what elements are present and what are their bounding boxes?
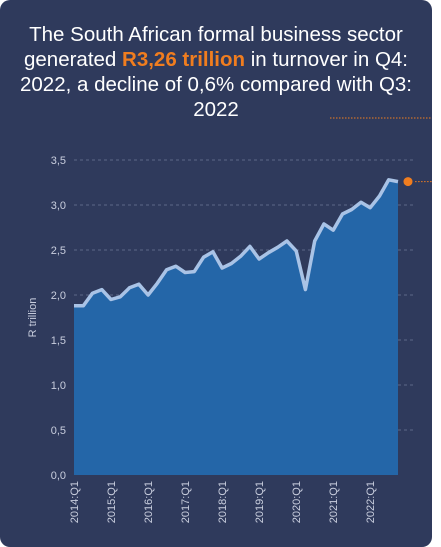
y-tick-label: 3,0 [51, 200, 66, 212]
x-tick-label: 2017:Q1 [180, 481, 192, 523]
x-tick-label: 2019:Q1 [254, 481, 266, 523]
y-tick-label: 1,5 [51, 335, 66, 347]
chart-panel: The South African formal business sector… [0, 0, 432, 547]
title-highlight-value: R3,26 trillion [122, 48, 246, 71]
y-tick-label: 0,0 [51, 470, 66, 482]
y-tick-label: 0,5 [51, 425, 66, 437]
y-axis-label: R trillion [27, 298, 39, 338]
turnover-area [74, 179, 398, 476]
y-tick-label: 2,5 [51, 245, 66, 257]
x-tick-label: 2021:Q1 [328, 481, 340, 523]
x-tick-label: 2014:Q1 [69, 481, 81, 523]
y-axis-ticks: 0,0 0,5 1,0 1,5 2,0 2,5 3,0 3,5 [51, 155, 66, 482]
callout-connector [330, 117, 432, 183]
y-tick-label: 2,0 [51, 290, 66, 302]
title-text-before: The South African formal business sector… [23, 23, 403, 71]
x-tick-label: 2016:Q1 [143, 481, 155, 523]
y-tick-label: 3,5 [51, 155, 66, 167]
x-tick-label: 2022:Q1 [365, 481, 377, 523]
area-chart: 0,00,51,01,52,02,53,03,5 2014:Q1 2015:Q1 2… [27, 117, 432, 523]
x-axis-ticks: 2014:Q1 2015:Q1 2016:Q1 2017:Q1 2018:Q1 2019:… [69, 481, 377, 523]
turnover-line [74, 178, 399, 308]
x-tick-label: 2015:Q1 [106, 481, 118, 523]
title-text-after: in turnover in Q4: 2022, a decline of 0,… [19, 48, 412, 121]
y-tick-label: 1,0 [51, 380, 66, 392]
x-tick-label: 2020:Q1 [291, 481, 303, 523]
latest-value-marker [403, 177, 413, 187]
x-tick-label: 2018:Q1 [217, 481, 229, 523]
chart-title: The South African formal business sector… [14, 22, 418, 122]
